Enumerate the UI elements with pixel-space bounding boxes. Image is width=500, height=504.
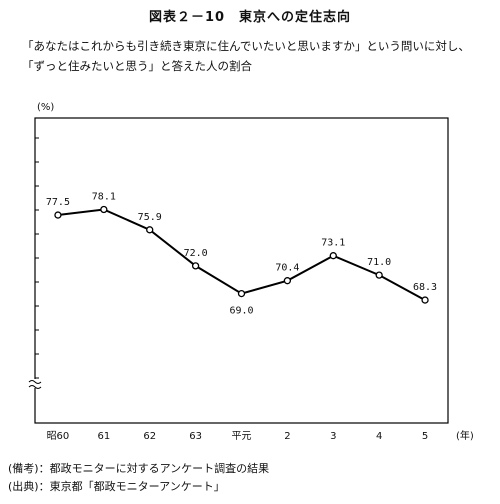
- series-polyline: [57, 208, 426, 301]
- data-value-label: 68.3: [413, 282, 437, 293]
- data-point-marker: [191, 262, 200, 270]
- data-value-label: 78.1: [92, 192, 116, 203]
- axis-break-mark: [28, 380, 42, 384]
- data-point-marker: [329, 252, 337, 260]
- x-tick-label: 昭60: [47, 430, 70, 442]
- x-tick-label: 63: [189, 431, 202, 442]
- x-tick-labels: 昭60 61 62 63 平元 2 3 4 5: [47, 430, 429, 442]
- data-point-marker: [421, 296, 429, 304]
- data-labels: 77.5 78.1 75.9 72.0 69.0 70.4 73.1 71.0 68.3: [46, 192, 437, 317]
- data-points: [54, 205, 429, 304]
- plot-border: [34, 117, 449, 424]
- series-line: [57, 208, 426, 301]
- data-point-marker: [237, 289, 246, 298]
- axis-break-mark: [28, 385, 42, 389]
- data-point-marker: [283, 277, 292, 285]
- data-point-marker: [54, 211, 62, 219]
- x-tick-label: 5: [422, 431, 428, 442]
- data-point-marker: [375, 271, 383, 279]
- x-tick-label: 2: [284, 431, 290, 442]
- x-tick-label: 4: [376, 431, 382, 442]
- survey-question-description: 「あなたはこれからも引き続き東京に住んでいたいと思いますか」という問いに対し、「…: [22, 39, 470, 73]
- data-point-marker: [100, 205, 108, 214]
- data-value-label: 77.5: [46, 197, 70, 208]
- x-tick-label: 61: [97, 431, 110, 442]
- figure-notes: (備考)：都政モニターに対するアンケート調査の結果 (出典)：東京都「都政モニタ…: [8, 460, 269, 496]
- remark-note: (備考)：都政モニターに対するアンケート調査の結果: [8, 462, 270, 475]
- line-chart: 77.5 78.1 75.9 72.0 69.0 70.4 73.1 71.0 68.3 昭60…: [28, 102, 474, 442]
- y-axis-unit-label: (%): [37, 102, 54, 113]
- figure-title: 図表２－10 東京への定住志向: [148, 10, 352, 25]
- data-point-marker: [146, 226, 154, 234]
- data-value-label: 72.0: [184, 248, 208, 259]
- data-value-label: 70.4: [275, 263, 299, 274]
- data-value-label: 75.9: [138, 212, 162, 223]
- source-note: (出典)：東京都「都政モニターアンケート」: [8, 480, 225, 493]
- x-axis-unit-label: (年): [456, 429, 474, 442]
- data-value-label: 71.0: [367, 257, 391, 268]
- data-value-label: 69.0: [229, 306, 253, 317]
- axis-break-gap: [29, 379, 41, 388]
- data-value-label: 73.1: [321, 238, 345, 249]
- x-tick-label: 平元: [232, 431, 252, 442]
- x-tick-label: 62: [143, 431, 156, 442]
- plot-frame: [28, 117, 449, 424]
- x-tick-label: 3: [330, 431, 336, 442]
